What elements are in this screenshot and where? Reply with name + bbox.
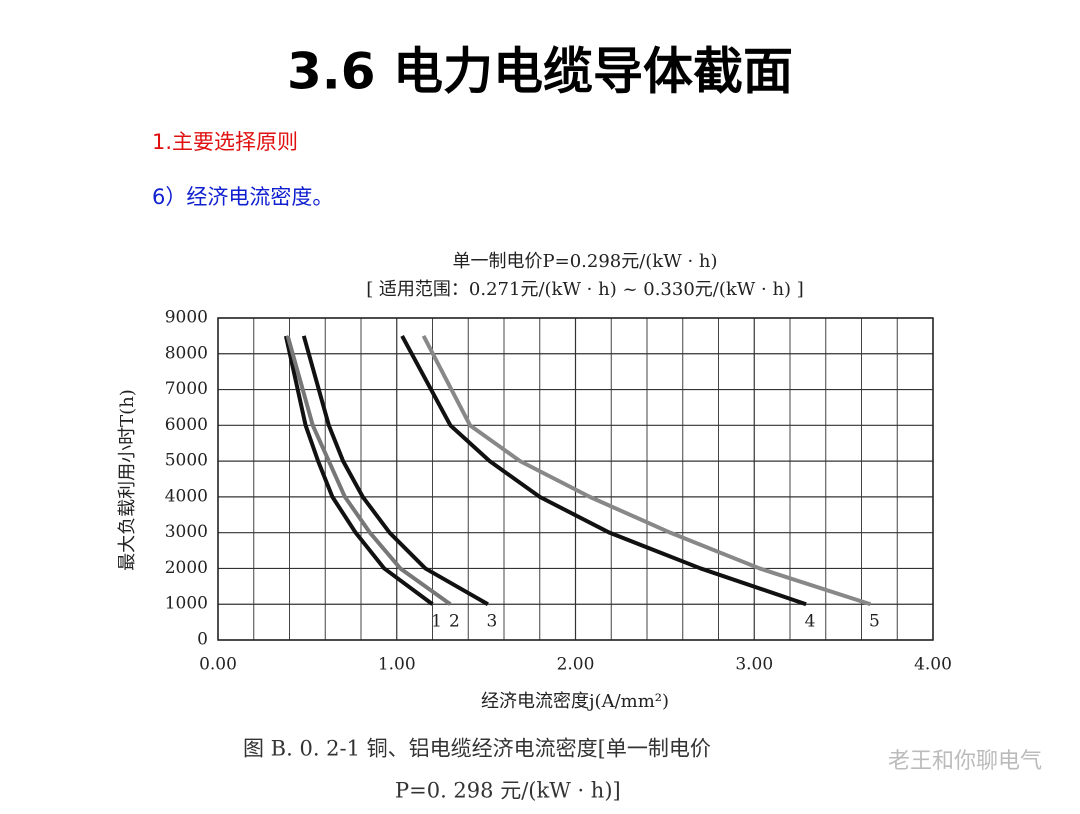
x-tick-label: 4.00 — [914, 655, 952, 675]
x-tick-label: 0.00 — [199, 655, 237, 675]
y-tick-label: 6000 — [165, 415, 208, 435]
y-tick-label: 0 — [197, 630, 208, 650]
caption-line: 图 B. 0. 2-1 铜、铝电缆经济电流密度[单一制电价 — [243, 737, 711, 761]
y-axis-label: 最大负载利用小时T(h) — [117, 389, 138, 571]
y-tick-label: 5000 — [165, 451, 208, 471]
curve — [283, 335, 434, 606]
x-tick-label: 3.00 — [735, 655, 773, 675]
chart-title: 单一制电价P=0.298元/(kW · h) — [453, 251, 718, 272]
y-tick-label: 2000 — [165, 558, 208, 578]
chart-subtitle: [ 适用范围：0.271元/(kW · h) ~ 0.330元/(kW · h)… — [366, 279, 804, 300]
curve-label: 5 — [869, 612, 880, 632]
x-tick-label: 2.00 — [557, 655, 595, 675]
y-tick-label: 1000 — [165, 594, 208, 614]
x-axis-label: 经济电流密度j(A/mm²) — [481, 691, 669, 712]
section-heading: 1.主要选择原则 — [152, 130, 298, 154]
curve — [301, 335, 489, 606]
watermark: 老王和你聊电气 — [888, 749, 1042, 774]
y-tick-label: 3000 — [165, 522, 208, 542]
curve-label: 4 — [805, 612, 816, 632]
curve-label: 3 — [486, 612, 497, 632]
plot-frame — [217, 317, 934, 641]
curve-label: 1 — [431, 612, 442, 632]
y-tick-label: 7000 — [165, 379, 208, 399]
x-tick-label: 1.00 — [378, 655, 416, 675]
y-tick-label: 8000 — [165, 343, 208, 363]
item-text: 6）经济电流密度。 — [152, 185, 333, 209]
y-tick-label: 4000 — [165, 486, 208, 506]
y-tick-label: 9000 — [165, 308, 208, 328]
slide-title: 3.6 电力电缆导体截面 — [287, 43, 793, 101]
curve — [400, 334, 807, 607]
curve — [285, 335, 452, 606]
curve-label: 2 — [449, 612, 460, 632]
caption-line: P=0. 298 元/(kW · h)] — [395, 779, 621, 803]
curve — [421, 334, 872, 607]
